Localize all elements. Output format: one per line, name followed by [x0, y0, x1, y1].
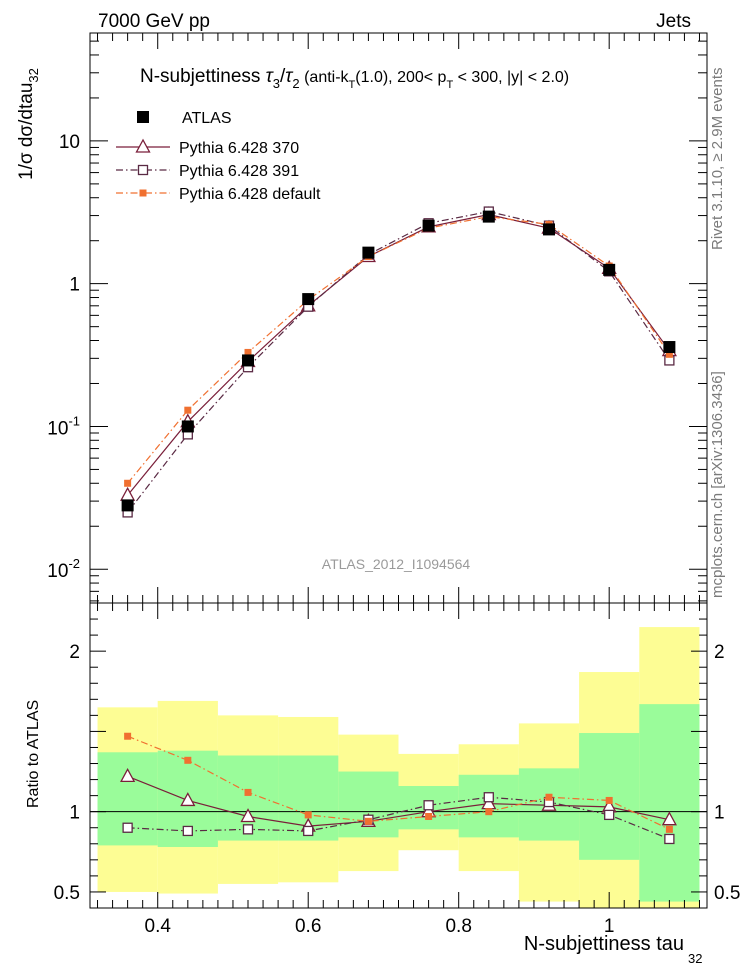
- ratio-data-point: [244, 788, 252, 796]
- ratio-y-tick-label: 2: [69, 642, 80, 663]
- legend-marker: [137, 164, 149, 176]
- ratio-data-point: [124, 732, 132, 740]
- data-point: [603, 263, 616, 276]
- ratio-data-point: [485, 808, 493, 816]
- ratio-data-point: [303, 825, 314, 837]
- ratio-data-point: [182, 825, 193, 837]
- data-point: [244, 348, 252, 356]
- ratio-data-point: [242, 824, 254, 835]
- process-label: Jets: [656, 11, 691, 32]
- ratio-data-point: [664, 833, 675, 845]
- ratio-data-point: [425, 813, 433, 820]
- ratio-data-point: [545, 793, 553, 801]
- main-title: N-subjettiness τ3/τ2 (anti-kT(1.0), 200<…: [140, 66, 569, 91]
- y-tick-label: 10-1: [47, 413, 80, 439]
- data-point: [422, 219, 435, 232]
- ratio-data-point: [240, 808, 256, 823]
- ratio-data-point: [423, 800, 434, 811]
- x-tick-label: 0.6: [295, 916, 321, 937]
- analysis-watermark: ATLAS_2012_I1094564: [322, 556, 471, 572]
- ratio-data-point: [605, 796, 613, 804]
- ratio-data-point: [304, 811, 312, 819]
- ratio-data-point: [364, 817, 372, 825]
- ratio-series-line: [127, 796, 670, 840]
- rivet-label: Rivet 3.1.10, ≥ 2.9M events: [709, 68, 726, 251]
- ratio-data-point: [184, 756, 192, 764]
- legend-marker: [137, 111, 149, 123]
- ratio-series-line: [127, 735, 670, 830]
- ratio-inner-band: [579, 733, 640, 860]
- ratio-y-tick-label-right: 1: [714, 803, 725, 824]
- x-axis-title: N-subjettiness tau: [524, 933, 684, 955]
- ratio-inner-band: [639, 704, 700, 902]
- ratio-series-line: [127, 775, 670, 827]
- legend-label: Pythia 6.428 391: [179, 163, 299, 180]
- series-line: [127, 213, 670, 496]
- series-line: [127, 216, 670, 484]
- ratio-y-tick-label: 1: [69, 803, 80, 824]
- data-point: [124, 479, 132, 487]
- ratio-y-tick-label: 0.5: [54, 883, 80, 904]
- ratio-y-tick-label-right: 2: [714, 642, 725, 663]
- x-tick-label: 1: [604, 916, 615, 937]
- data-point: [542, 223, 555, 236]
- legend: ATLAS Pythia 6.428 370 Pythia 6.428 391 Pyt…: [116, 110, 321, 203]
- x-tick-label: 0.4: [145, 916, 172, 937]
- ratio-data-point: [604, 809, 615, 821]
- x-axis-title-subscript: 32: [688, 951, 702, 966]
- energy-label: 7000 GeV pp: [98, 11, 210, 32]
- x-tick-label: 0.8: [445, 916, 471, 937]
- y-tick-label: 10: [59, 132, 80, 153]
- data-point: [121, 499, 134, 512]
- data-point: [242, 354, 255, 367]
- ratio-panel: 0.5 0.5 1 1 2 2 0.4 0.6 0.8 1: [54, 602, 740, 937]
- ratio-data-point: [122, 822, 133, 833]
- data-point: [302, 293, 315, 306]
- main-ylabel: 1/σ dσ/dtau32: [16, 68, 41, 180]
- legend-label: Pythia 6.428 default: [179, 186, 321, 203]
- data-point: [482, 210, 495, 223]
- legend-label: Pythia 6.428 370: [179, 140, 299, 157]
- data-point: [665, 350, 673, 358]
- data-point: [181, 420, 194, 433]
- data-point: [184, 406, 192, 414]
- ratio-data-point: [120, 768, 136, 783]
- series-line: [127, 210, 670, 513]
- ratio-data-point: [180, 792, 196, 807]
- ratio-data-point: [661, 811, 677, 826]
- ratio-ylabel: Ratio to ATLAS: [25, 700, 42, 808]
- legend-label: ATLAS: [182, 110, 232, 127]
- ratio-data-point: [483, 792, 494, 803]
- data-point: [362, 246, 375, 259]
- ratio-data-point: [665, 825, 673, 833]
- data-point: [663, 341, 676, 354]
- y-tick-label: 1: [69, 275, 80, 296]
- legend-marker: [135, 138, 151, 153]
- legend-marker: [139, 189, 147, 197]
- main-panel: 10-2 10-1 1 10: [47, 32, 708, 604]
- ratio-inner-band: [338, 771, 399, 838]
- y-tick-label: 10-2: [47, 556, 80, 582]
- ratio-y-tick-label-right: 0.5: [714, 883, 740, 904]
- source-label: mcplots.cern.ch [arXiv:1306.3436]: [709, 371, 726, 598]
